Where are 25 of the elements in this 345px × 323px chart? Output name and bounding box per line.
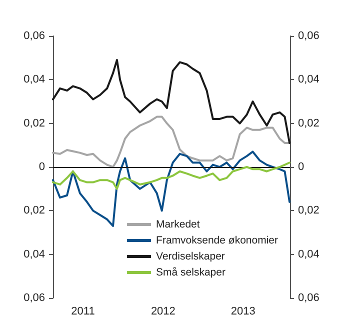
line-series: [52, 150, 291, 227]
legend-label: Små selskaper: [156, 266, 226, 278]
legend-label: Markedet: [156, 218, 200, 230]
x-tick-label: 2011: [71, 306, 95, 318]
x-tick-label: 2012: [150, 306, 176, 318]
y2-tick-label: 0,06: [298, 292, 320, 304]
y2-tick-label: 0,04: [298, 248, 320, 260]
y-tick-label: 0,06: [24, 292, 45, 304]
y-tick-label: 0,02: [24, 117, 45, 130]
y-tick-label: 0,04: [24, 248, 45, 260]
y-tick-label: 0,06: [24, 30, 45, 42]
line-series: [52, 59, 291, 144]
y-tick-label: 0,04: [24, 74, 45, 86]
line-series: [52, 162, 291, 190]
legend-label: Framvoksende økonomier: [156, 234, 279, 246]
y-tick-label: 0: [38, 161, 45, 173]
y2-tick-label: 0,04: [298, 74, 320, 86]
line-series: [52, 116, 291, 168]
y2-tick-label: 0,02: [298, 204, 320, 217]
y-tick-label: 0,02: [24, 204, 45, 217]
x-tick-label: 2013: [230, 306, 256, 318]
legend-label: Verdiselskaper: [156, 250, 226, 262]
y2-tick-label: 0,02: [298, 117, 320, 130]
y2-tick-label: 0,06: [298, 30, 320, 42]
y2-tick-label: 0: [298, 161, 304, 173]
